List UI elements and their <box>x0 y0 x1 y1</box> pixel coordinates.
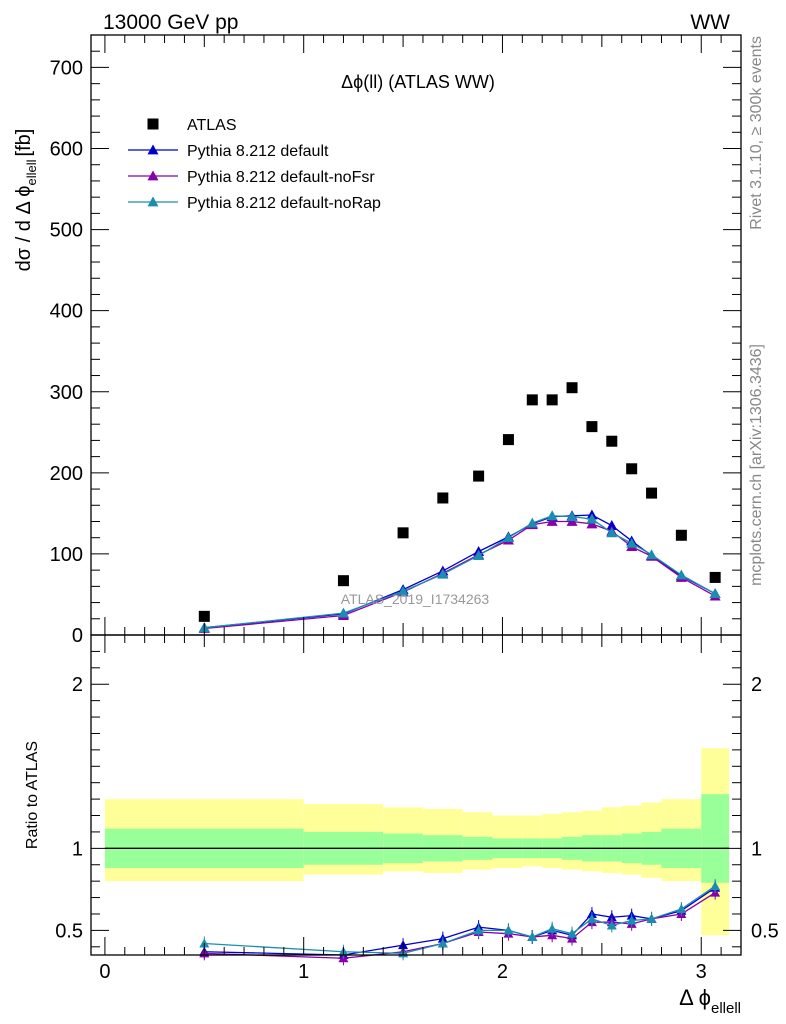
main-y-axis-label-sub: ellell <box>24 159 39 185</box>
svg-text:dσ / d Δ ϕellell[fb]: dσ / d Δ ϕellell [fb] <box>13 129 39 272</box>
mc-series-point-3 <box>437 568 449 579</box>
mc-series-point-3 <box>337 607 349 618</box>
ratio-series-point-2 <box>547 923 558 933</box>
watermark-label: ATLAS_2019_I1734263 <box>341 591 490 607</box>
ratio-y-axis-label: Ratio to ATLAS <box>24 741 41 849</box>
main-y-axis-label-unit: [fb] <box>13 129 35 157</box>
atlas-data-point <box>709 571 721 583</box>
main-y-axis-label: dσ / d Δ ϕellell [fb] <box>13 129 39 272</box>
ratio-series-point-2 <box>527 931 538 941</box>
ratio-series-point-2 <box>626 915 637 925</box>
main-y-tick-label: 500 <box>50 220 83 242</box>
legend-label-3: Pythia 8.212 default-noRap <box>187 195 381 212</box>
atlas-data-point <box>586 421 598 433</box>
atlas-data-point <box>437 492 449 504</box>
mc-series-point-1 <box>606 520 618 530</box>
ratio-series-line-2 <box>204 885 716 955</box>
mc-series-line-1 <box>204 514 716 629</box>
x-tick-label: 0 <box>99 961 110 983</box>
ratio-y-tick-label: 2 <box>72 674 83 696</box>
main-y-tick-label: 700 <box>50 57 83 79</box>
rivet-label: Rivet 3.1.10, ≥ 300k events <box>748 36 765 230</box>
ratio-plot-frame <box>90 634 742 956</box>
mcplots-label: mcplots.cern.ch [arXiv:1306.3436] <box>748 344 765 586</box>
atlas-data-point <box>626 463 638 475</box>
ratio-y-tick-label-right: 1 <box>751 838 762 860</box>
atlas-data-point <box>502 434 514 446</box>
mc-series-point-3 <box>606 527 618 538</box>
mc-series-point-3 <box>473 550 485 560</box>
main-y-tick-label: 300 <box>50 382 83 404</box>
atlas-data-point <box>473 470 485 482</box>
mc-series-line-3 <box>204 515 716 629</box>
main-y-tick-label: 200 <box>50 463 83 485</box>
legend-label-1: Pythia 8.212 default <box>187 143 329 160</box>
mc-series-point-3 <box>397 585 409 596</box>
ratio-series-point-2 <box>586 913 597 923</box>
x-axis-label-sub: ellell <box>711 1000 741 1017</box>
mc-series-point-3 <box>646 549 658 560</box>
header-right-label: WW <box>690 11 730 34</box>
header-left-label: 13000 GeV pp <box>103 11 238 34</box>
legend-marker-1 <box>147 144 159 155</box>
x-tick-label: 3 <box>696 961 707 983</box>
mc-series-point-3 <box>675 569 687 580</box>
atlas-data-point <box>566 382 578 394</box>
mc-series-point-3 <box>626 537 638 548</box>
atlas-data-point <box>675 529 687 541</box>
legend-marker-atlas <box>147 118 159 130</box>
mc-series-point-3 <box>502 532 514 543</box>
main-y-tick-label: 100 <box>50 544 83 566</box>
ratio-series-point-2 <box>710 881 721 891</box>
legend-label-2: Pythia 8.212 default-noFsr <box>187 169 375 186</box>
mc-series-point-2 <box>546 515 558 526</box>
ratio-y-tick-label-right: 2 <box>751 674 762 696</box>
x-axis-label: Δ ϕellell <box>679 985 741 1017</box>
main-plot-title: Δϕ(ll) (ATLAS WW) <box>341 72 495 92</box>
ratio-series-point-2 <box>503 925 514 935</box>
main-plot-panel: 0 100 200 300 400 500 600 700 Δϕ(ll) (ATLAS WW)… <box>13 34 742 647</box>
atlas-data-point <box>526 394 538 406</box>
main-y-tick-label: 400 <box>50 301 83 323</box>
ratio-y-tick-label-right: 0.5 <box>751 920 779 942</box>
mc-series-point-3 <box>586 513 598 524</box>
main-y-axis-label-main: dσ / d Δ ϕ <box>13 185 35 271</box>
ratio-series-point-2 <box>567 928 578 938</box>
ratio-series-line-0 <box>204 887 716 956</box>
main-y-tick-label: 600 <box>50 139 83 161</box>
legend: ATLAS Pythia 8.212 default Pythia 8.212 de… <box>128 117 381 212</box>
mc-series-line-2 <box>204 520 716 630</box>
mc-series-point-3 <box>526 517 538 528</box>
x-tick-label: 2 <box>497 961 508 983</box>
mc-series-point-3 <box>546 510 558 521</box>
ratio-series-point-2 <box>437 938 448 948</box>
ratio-y-tick-label: 0.5 <box>55 920 83 942</box>
stat-band-segment <box>701 794 730 883</box>
atlas-data-point <box>646 487 658 499</box>
atlas-data-point <box>397 527 409 539</box>
legend-label-0: ATLAS <box>187 117 237 134</box>
legend-marker-2 <box>147 170 159 181</box>
mc-series-point-3 <box>709 588 721 599</box>
atlas-data-point <box>606 435 618 447</box>
mc-series-point-3 <box>566 511 578 522</box>
main-y-tick-label: 0 <box>72 625 83 647</box>
x-tick-label: 1 <box>298 961 309 983</box>
x-axis-label-main: Δ ϕ <box>679 985 711 1010</box>
ratio-y-tick-label: 1 <box>72 838 83 860</box>
ratio-series-point-2 <box>473 925 484 935</box>
atlas-data-point <box>546 394 558 406</box>
ratio-series-point-2 <box>646 913 657 923</box>
legend-marker-3 <box>147 196 159 207</box>
ratio-series-point-2 <box>676 904 687 914</box>
atlas-data-point <box>198 610 210 622</box>
ratio-plot-panel: 0.5 0.5 1 1 2 2 0 1 2 3 Ratio to ATLAS Δ ϕellell <box>24 634 779 1017</box>
ratio-series-point-2 <box>606 920 617 930</box>
atlas-data-point <box>337 575 349 587</box>
